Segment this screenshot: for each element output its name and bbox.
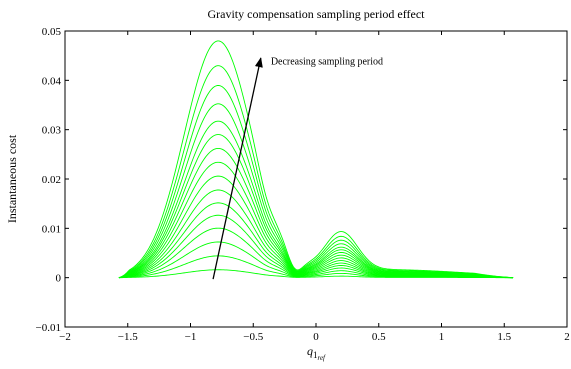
plot-frame [64,30,568,328]
x-axis-label-main: q [307,344,313,358]
y-tick-label: 0 [56,273,62,285]
curves [118,40,514,279]
x-tick-label: −1.5 [118,331,138,343]
y-tick-label: 0.04 [42,75,62,87]
series-line-13 [118,103,514,279]
chart-title: Gravity compensation sampling period eff… [207,7,425,21]
annotation-text: Decreasing sampling period [271,57,383,68]
annotation-arrow [212,57,263,280]
y-axis-label: Instantaneous cost [5,134,19,223]
x-tick-label: 1.5 [497,331,511,343]
x-tick-label: −2 [59,331,71,343]
x-axis-label: q1ref [307,344,326,362]
y-tick-label: −0.01 [36,322,61,334]
y-tick-label: 0.05 [42,26,62,38]
y-tick-label: 0.02 [42,174,61,186]
y-tick-label: 0.01 [42,223,61,235]
series-line-16 [118,40,514,279]
x-tick-label: 0 [313,331,319,343]
series-line-12 [118,120,514,279]
series-line-14 [118,85,514,279]
x-tick-label: −1 [185,331,197,343]
x-tick-label: −0.5 [243,331,263,343]
series-line-15 [118,65,514,279]
ticks: −2 −1.5 −1 −0.5 0 0.5 1 1.5 2 −0.01 0 0.01 0.02 0.03 0… [36,26,570,343]
x-tick-label: 0.5 [372,331,386,343]
x-tick-label: 2 [564,331,570,343]
y-tick-label: 0.03 [42,125,62,137]
x-tick-label: 1 [439,331,445,343]
x-axis-label-sub: 1 [313,350,318,360]
x-axis-label-subsub: ref [317,354,326,362]
